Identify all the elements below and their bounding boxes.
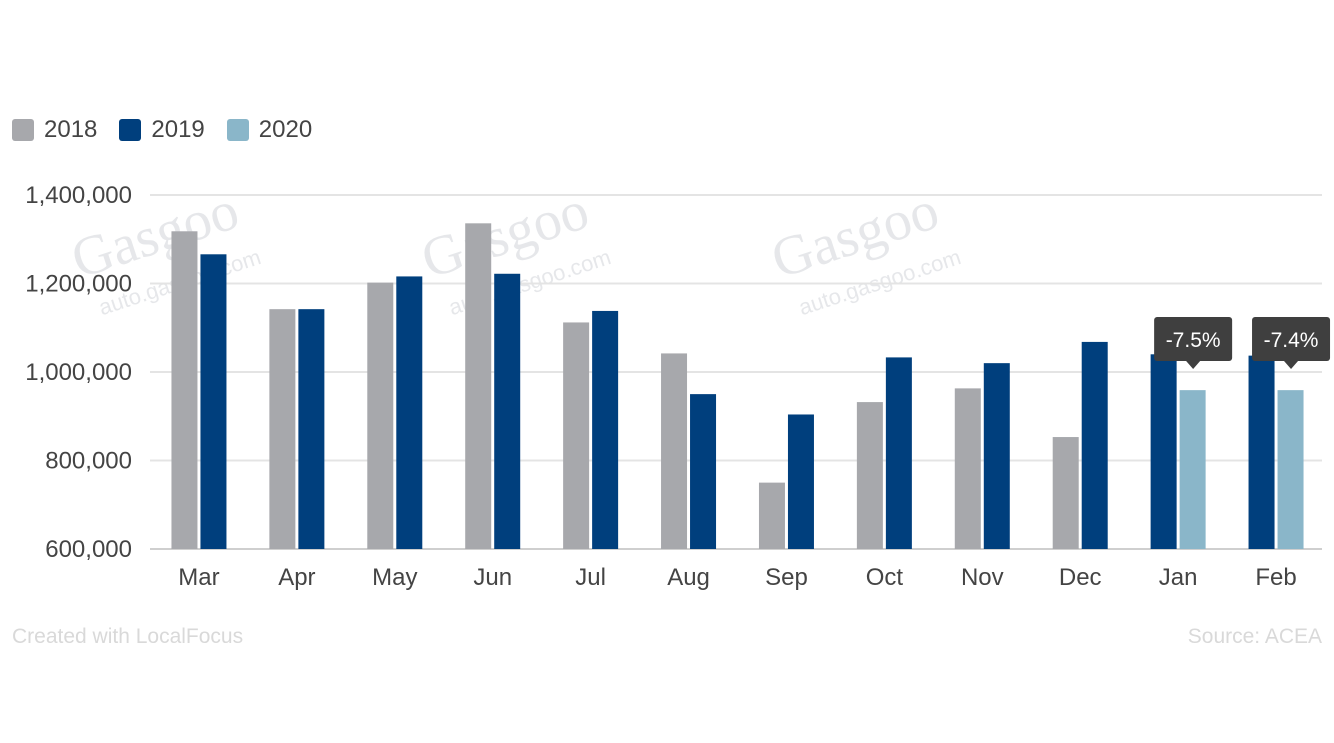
y-tick-label: 600,000 (45, 536, 132, 563)
x-tick-label-mar: Mar (178, 564, 219, 591)
legend-label-2019: 2019 (151, 116, 205, 143)
annotation-box (1154, 317, 1233, 361)
source-text: Source: ACEA (1187, 625, 1322, 648)
bar-2018-Jul (563, 322, 590, 549)
bar-2019-Nov (983, 363, 1010, 549)
bar-2019-Aug (690, 394, 717, 549)
x-tick-label-dec: Dec (1059, 564, 1102, 591)
bar-2018-Mar (171, 231, 198, 549)
legend-swatch-2020 (226, 119, 249, 141)
bar-2018-May (367, 282, 394, 549)
bar-2020-Feb (1277, 390, 1304, 549)
bar-2019-May (396, 276, 423, 549)
x-tick-label-oct: Oct (866, 564, 904, 591)
bar-2018-Apr (269, 309, 296, 549)
bar-2019-Sep (787, 414, 814, 549)
credit-text[interactable]: Created with LocalFocus (12, 625, 244, 648)
x-tick-label-may: May (372, 564, 417, 591)
bar-2019-Oct (885, 357, 912, 549)
x-tick-label-jul: Jul (575, 564, 606, 591)
legend-item-2019[interactable]: 2019 (119, 116, 205, 144)
bar-2019-Feb (1248, 355, 1275, 549)
y-tick-label: 1,400,000 (25, 182, 132, 209)
y-tick-label: 1,000,000 (25, 359, 132, 386)
x-tick-label-apr: Apr (278, 564, 315, 591)
legend: 2018 2019 2020 (12, 116, 312, 144)
bar-2018-Dec (1052, 437, 1079, 549)
annotation-box (1252, 317, 1331, 361)
legend-swatch-2018 (12, 119, 34, 141)
x-tick-label-aug: Aug (667, 564, 710, 591)
bar-2019-Jun (494, 273, 521, 549)
x-tick-label-nov: Nov (961, 564, 1004, 591)
bar-2018-Aug (661, 353, 688, 549)
annotation-label: -7.4% (1264, 329, 1319, 352)
bar-2018-Jun (465, 223, 492, 549)
bar-2019-Apr (298, 309, 325, 549)
bar-2020-Jan (1179, 390, 1206, 549)
annotation-pointer (1284, 361, 1299, 369)
legend-item-2018[interactable]: 2018 (12, 116, 97, 144)
bar-2018-Sep (758, 482, 785, 549)
annotation-pointer (1186, 361, 1201, 369)
legend-item-2020[interactable]: 2020 (226, 116, 313, 144)
bar-2019-Jan (1150, 354, 1177, 549)
x-tick-label-feb: Feb (1255, 564, 1296, 591)
x-tick-label-jun: Jun (473, 564, 512, 591)
bar-2019-Dec (1081, 341, 1108, 549)
y-tick-label: 800,000 (45, 448, 132, 475)
bar-2018-Nov (954, 388, 981, 549)
bar-2019-Jul (592, 310, 619, 549)
legend-label-2020: 2020 (258, 116, 313, 143)
x-tick-label-jan: Jan (1159, 564, 1198, 591)
annotation-feb: -7.4% (1252, 317, 1331, 369)
x-tick-label-sep: Sep (765, 564, 808, 591)
annotation-jan: -7.5% (1154, 317, 1233, 369)
bar-2019-Mar (200, 254, 227, 550)
y-tick-label: 1,200,000 (25, 271, 132, 298)
bar-2018-Oct (856, 402, 883, 549)
legend-label-2018: 2018 (44, 116, 98, 143)
legend-swatch-2019 (119, 119, 142, 141)
annotation-label: -7.5% (1166, 329, 1221, 352)
